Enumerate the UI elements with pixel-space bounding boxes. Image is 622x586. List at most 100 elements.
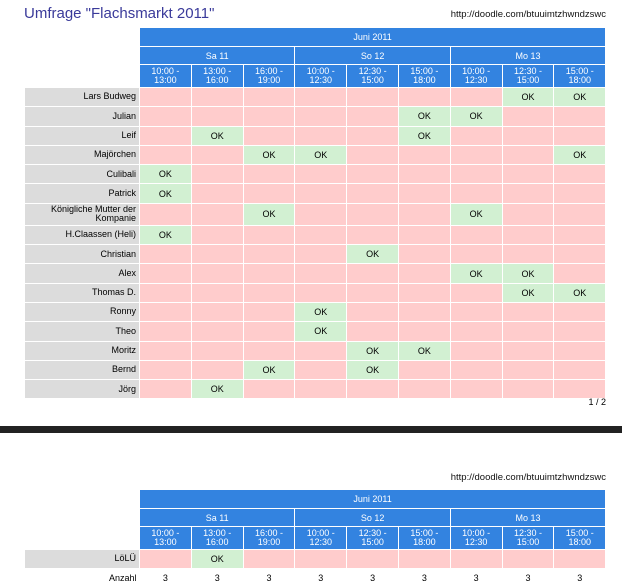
slot-count: 3	[473, 572, 479, 583]
slot-count: 3	[525, 572, 531, 583]
vote-no	[501, 244, 555, 265]
vote-no	[346, 282, 399, 303]
vote-no	[139, 340, 192, 361]
vote-no	[190, 164, 244, 185]
participant-name: Julian	[24, 106, 140, 127]
corner	[25, 490, 140, 509]
participant-row: Patrick OK	[24, 183, 607, 204]
vote-ok: OK	[449, 263, 503, 284]
vote-no	[139, 379, 192, 400]
vote-ok: OK	[242, 202, 296, 226]
vote-ok: OK	[346, 359, 399, 381]
vote-no	[139, 359, 192, 381]
vote-no	[501, 379, 555, 400]
vote-no	[346, 321, 399, 342]
vote-no	[190, 86, 244, 108]
vote-no	[139, 321, 192, 342]
vote-no	[346, 125, 399, 146]
slot-count: 3	[421, 572, 427, 583]
vote-no	[346, 144, 399, 166]
participant-name: Königliche Mutter der Kompanie	[24, 202, 140, 226]
vote-ok: OK	[294, 321, 348, 342]
page-separator	[0, 426, 622, 433]
participant-name: Leif	[24, 125, 140, 146]
poll-url[interactable]: http://doodle.com/btuuimtzhwndzswc	[450, 9, 606, 20]
vote-no	[397, 244, 451, 265]
vote-no	[190, 224, 244, 246]
vote-no	[397, 359, 451, 381]
slot-count: 3	[162, 572, 168, 583]
vote-no	[449, 379, 503, 400]
vote-no	[397, 224, 451, 246]
vote-no	[242, 548, 296, 570]
participant-name: Lars Budweg	[24, 86, 140, 108]
time-slot-header: 16:00 - 19:00	[242, 526, 296, 550]
participant-row: Ronny OK	[24, 301, 607, 323]
participant-name: Alex	[24, 263, 140, 284]
time-slot-header: 12:30 - 15:00	[346, 64, 399, 88]
vote-ok: OK	[553, 86, 607, 108]
time-slot-header: 15:00 - 18:00	[553, 64, 607, 88]
vote-no	[501, 321, 555, 342]
vote-no	[449, 321, 503, 342]
vote-no	[553, 379, 607, 400]
vote-ok: OK	[139, 183, 192, 204]
participant-name: Moritz	[24, 340, 140, 361]
poll-url-page-2[interactable]: http://doodle.com/btuuimtzhwndzswc	[450, 472, 606, 483]
vote-ok: OK	[501, 86, 555, 108]
vote-no	[449, 183, 503, 204]
vote-no	[501, 106, 555, 127]
time-slot-header: 10:00 - 12:30	[294, 526, 348, 550]
vote-no	[242, 244, 296, 265]
time-slot-header: 10:00 - 12:30	[449, 64, 503, 88]
vote-no	[449, 224, 503, 246]
vote-ok: OK	[397, 125, 451, 146]
time-slot-header: 10:00 - 12:30	[294, 64, 348, 88]
vote-no	[553, 125, 607, 146]
vote-ok: OK	[397, 340, 451, 361]
vote-no	[242, 379, 296, 400]
vote-no	[294, 548, 348, 570]
vote-ok: OK	[346, 340, 399, 361]
time-slot-header: 10:00 - 13:00	[139, 64, 192, 88]
vote-no	[242, 164, 296, 185]
vote-ok: OK	[501, 282, 555, 303]
participant-row: LöLÜ OK	[24, 548, 607, 570]
vote-ok: OK	[139, 224, 192, 246]
vote-no	[242, 282, 296, 303]
vote-ok: OK	[139, 164, 192, 185]
participant-row: Julian OK OK	[24, 106, 607, 127]
vote-no	[190, 106, 244, 127]
vote-no	[190, 202, 244, 226]
month-header: Juni 2011	[138, 489, 607, 509]
corner	[25, 28, 140, 47]
vote-no	[501, 301, 555, 323]
vote-no	[397, 164, 451, 185]
vote-ok: OK	[449, 106, 503, 127]
vote-no	[449, 244, 503, 265]
vote-no	[397, 301, 451, 323]
participant-name: Jörg	[24, 379, 140, 400]
slot-count: 3	[318, 572, 324, 583]
vote-no	[553, 106, 607, 127]
vote-no	[242, 125, 296, 146]
time-slot-header: 12:30 - 15:00	[501, 526, 555, 550]
vote-no	[190, 340, 244, 361]
time-slot-header: 16:00 - 19:00	[242, 64, 296, 88]
vote-ok: OK	[501, 263, 555, 284]
vote-no	[553, 548, 607, 570]
slot-count: 3	[370, 572, 376, 583]
vote-no	[139, 244, 192, 265]
vote-no	[346, 548, 399, 570]
time-slot-header: 10:00 - 13:00	[139, 526, 192, 550]
vote-ok: OK	[294, 301, 348, 323]
vote-no	[501, 359, 555, 381]
vote-no	[242, 321, 296, 342]
vote-no	[294, 340, 348, 361]
vote-no	[553, 340, 607, 361]
vote-ok: OK	[553, 144, 607, 166]
vote-no	[139, 125, 192, 146]
poll-title: Umfrage "Flachsmarkt 2011"	[24, 5, 215, 22]
vote-no	[449, 86, 503, 108]
vote-ok: OK	[242, 144, 296, 166]
